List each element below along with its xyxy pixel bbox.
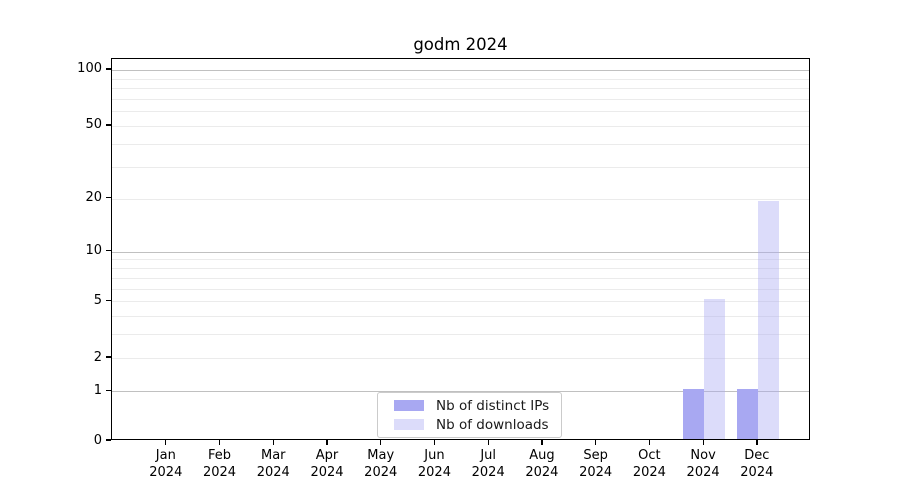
gridline-minor: [112, 259, 809, 261]
x-tick-label: Nov 2024: [663, 447, 743, 481]
x-tick-month: Sep: [583, 448, 608, 463]
x-tick-label: Oct 2024: [609, 447, 689, 481]
y-tick-mark: [106, 439, 111, 441]
legend-row: Nb of downloads: [378, 417, 561, 433]
gridline-minor: [112, 166, 809, 168]
y-tick-label: 5: [93, 292, 102, 308]
x-tick-month: Jun: [424, 448, 445, 463]
legend-swatch: [394, 400, 424, 411]
x-tick-year: 2024: [579, 465, 613, 480]
gridline-minor: [112, 301, 809, 303]
x-tick-label: Mar 2024: [233, 447, 313, 481]
y-tick-label: 100: [77, 61, 102, 77]
legend-row: Nb of distinct IPs: [378, 398, 561, 414]
x-tick-month: Aug: [529, 448, 555, 463]
gridline-major: [112, 251, 809, 253]
x-tick-year: 2024: [256, 465, 290, 480]
bar: [736, 389, 758, 439]
gridline-minor: [112, 334, 809, 336]
x-tick-year: 2024: [632, 465, 666, 480]
bar: [683, 389, 705, 439]
x-tick-label: Jan 2024: [126, 447, 206, 481]
gridline-minor: [112, 277, 809, 279]
x-tick-month: Oct: [638, 448, 661, 463]
x-tick-year: 2024: [364, 465, 398, 480]
x-tick-year: 2024: [417, 465, 451, 480]
x-tick-month: Dec: [744, 448, 770, 463]
x-tick-mark: [756, 440, 758, 445]
x-tick-year: 2024: [471, 465, 505, 480]
y-tick-label: 50: [85, 117, 102, 133]
gridline-minor: [112, 78, 809, 80]
gridline-major: [112, 391, 809, 393]
legend: Nb of distinct IPs Nb of downloads: [377, 392, 562, 438]
legend-label: Nb of downloads: [436, 416, 549, 433]
x-tick-label: Sep 2024: [556, 447, 636, 481]
x-tick-month: Jan: [155, 448, 176, 463]
x-tick-mark: [648, 440, 651, 445]
x-tick-mark: [433, 440, 436, 445]
chart-title: godm 2024: [413, 35, 508, 54]
y-tick-mark: [106, 197, 111, 199]
x-tick-month: Apr: [315, 448, 339, 463]
x-tick-year: 2024: [149, 465, 183, 480]
bar: [704, 299, 726, 439]
gridline-minor: [112, 88, 809, 90]
x-tick-month: Nov: [690, 448, 716, 463]
x-tick-label: Aug 2024: [502, 447, 582, 481]
y-tick-mark: [106, 124, 111, 126]
bar: [757, 200, 779, 439]
x-tick-month: May: [367, 448, 395, 463]
x-tick-mark: [541, 440, 543, 445]
x-tick-mark: [326, 440, 328, 445]
x-tick-month: Jul: [480, 448, 497, 463]
y-tick-label: 2: [93, 349, 102, 365]
x-tick-label: Apr 2024: [287, 447, 367, 481]
x-tick-label: Jul 2024: [448, 447, 528, 481]
x-tick-mark: [595, 440, 597, 445]
y-tick-label: 10: [85, 243, 102, 259]
x-tick-mark: [487, 440, 489, 445]
x-tick-mark: [702, 440, 704, 445]
x-tick-label: Feb 2024: [180, 447, 260, 481]
plot-area: [111, 58, 810, 440]
legend-label: Nb of distinct IPs: [436, 397, 550, 414]
y-tick-label: 0: [93, 432, 102, 448]
gridline-minor: [112, 125, 809, 127]
gridline-minor: [112, 358, 809, 359]
gridline-major: [112, 69, 809, 71]
x-tick-label: Jun 2024: [394, 447, 474, 481]
y-tick-mark: [106, 249, 111, 252]
x-tick-mark: [165, 440, 167, 445]
x-tick-label: Dec 2024: [717, 447, 797, 481]
x-tick-year: 2024: [310, 465, 344, 480]
x-tick-year: 2024: [525, 465, 559, 480]
y-tick-mark: [106, 389, 111, 391]
x-tick-month: Feb: [208, 448, 232, 463]
gridline-minor: [112, 143, 809, 145]
x-tick-year: 2024: [740, 465, 774, 480]
gridline-minor: [112, 98, 809, 100]
y-tick-mark: [106, 356, 111, 358]
legend-swatch: [394, 419, 424, 430]
gridline-minor: [112, 316, 809, 318]
y-tick-mark: [106, 299, 111, 301]
x-tick-year: 2024: [202, 465, 237, 480]
x-tick-mark: [218, 440, 221, 445]
y-tick-label: 20: [85, 190, 102, 206]
x-tick-label: May 2024: [341, 447, 421, 481]
x-tick-mark: [380, 440, 382, 445]
gridline-minor: [112, 111, 809, 113]
x-tick-year: 2024: [686, 465, 720, 480]
x-tick-mark: [272, 440, 274, 445]
y-tick-mark: [106, 68, 111, 70]
gridline-minor: [112, 288, 809, 290]
gridline-minor: [112, 198, 809, 200]
y-tick-label: 1: [93, 382, 102, 398]
x-tick-month: Mar: [260, 448, 286, 463]
gridline-minor: [112, 268, 809, 270]
